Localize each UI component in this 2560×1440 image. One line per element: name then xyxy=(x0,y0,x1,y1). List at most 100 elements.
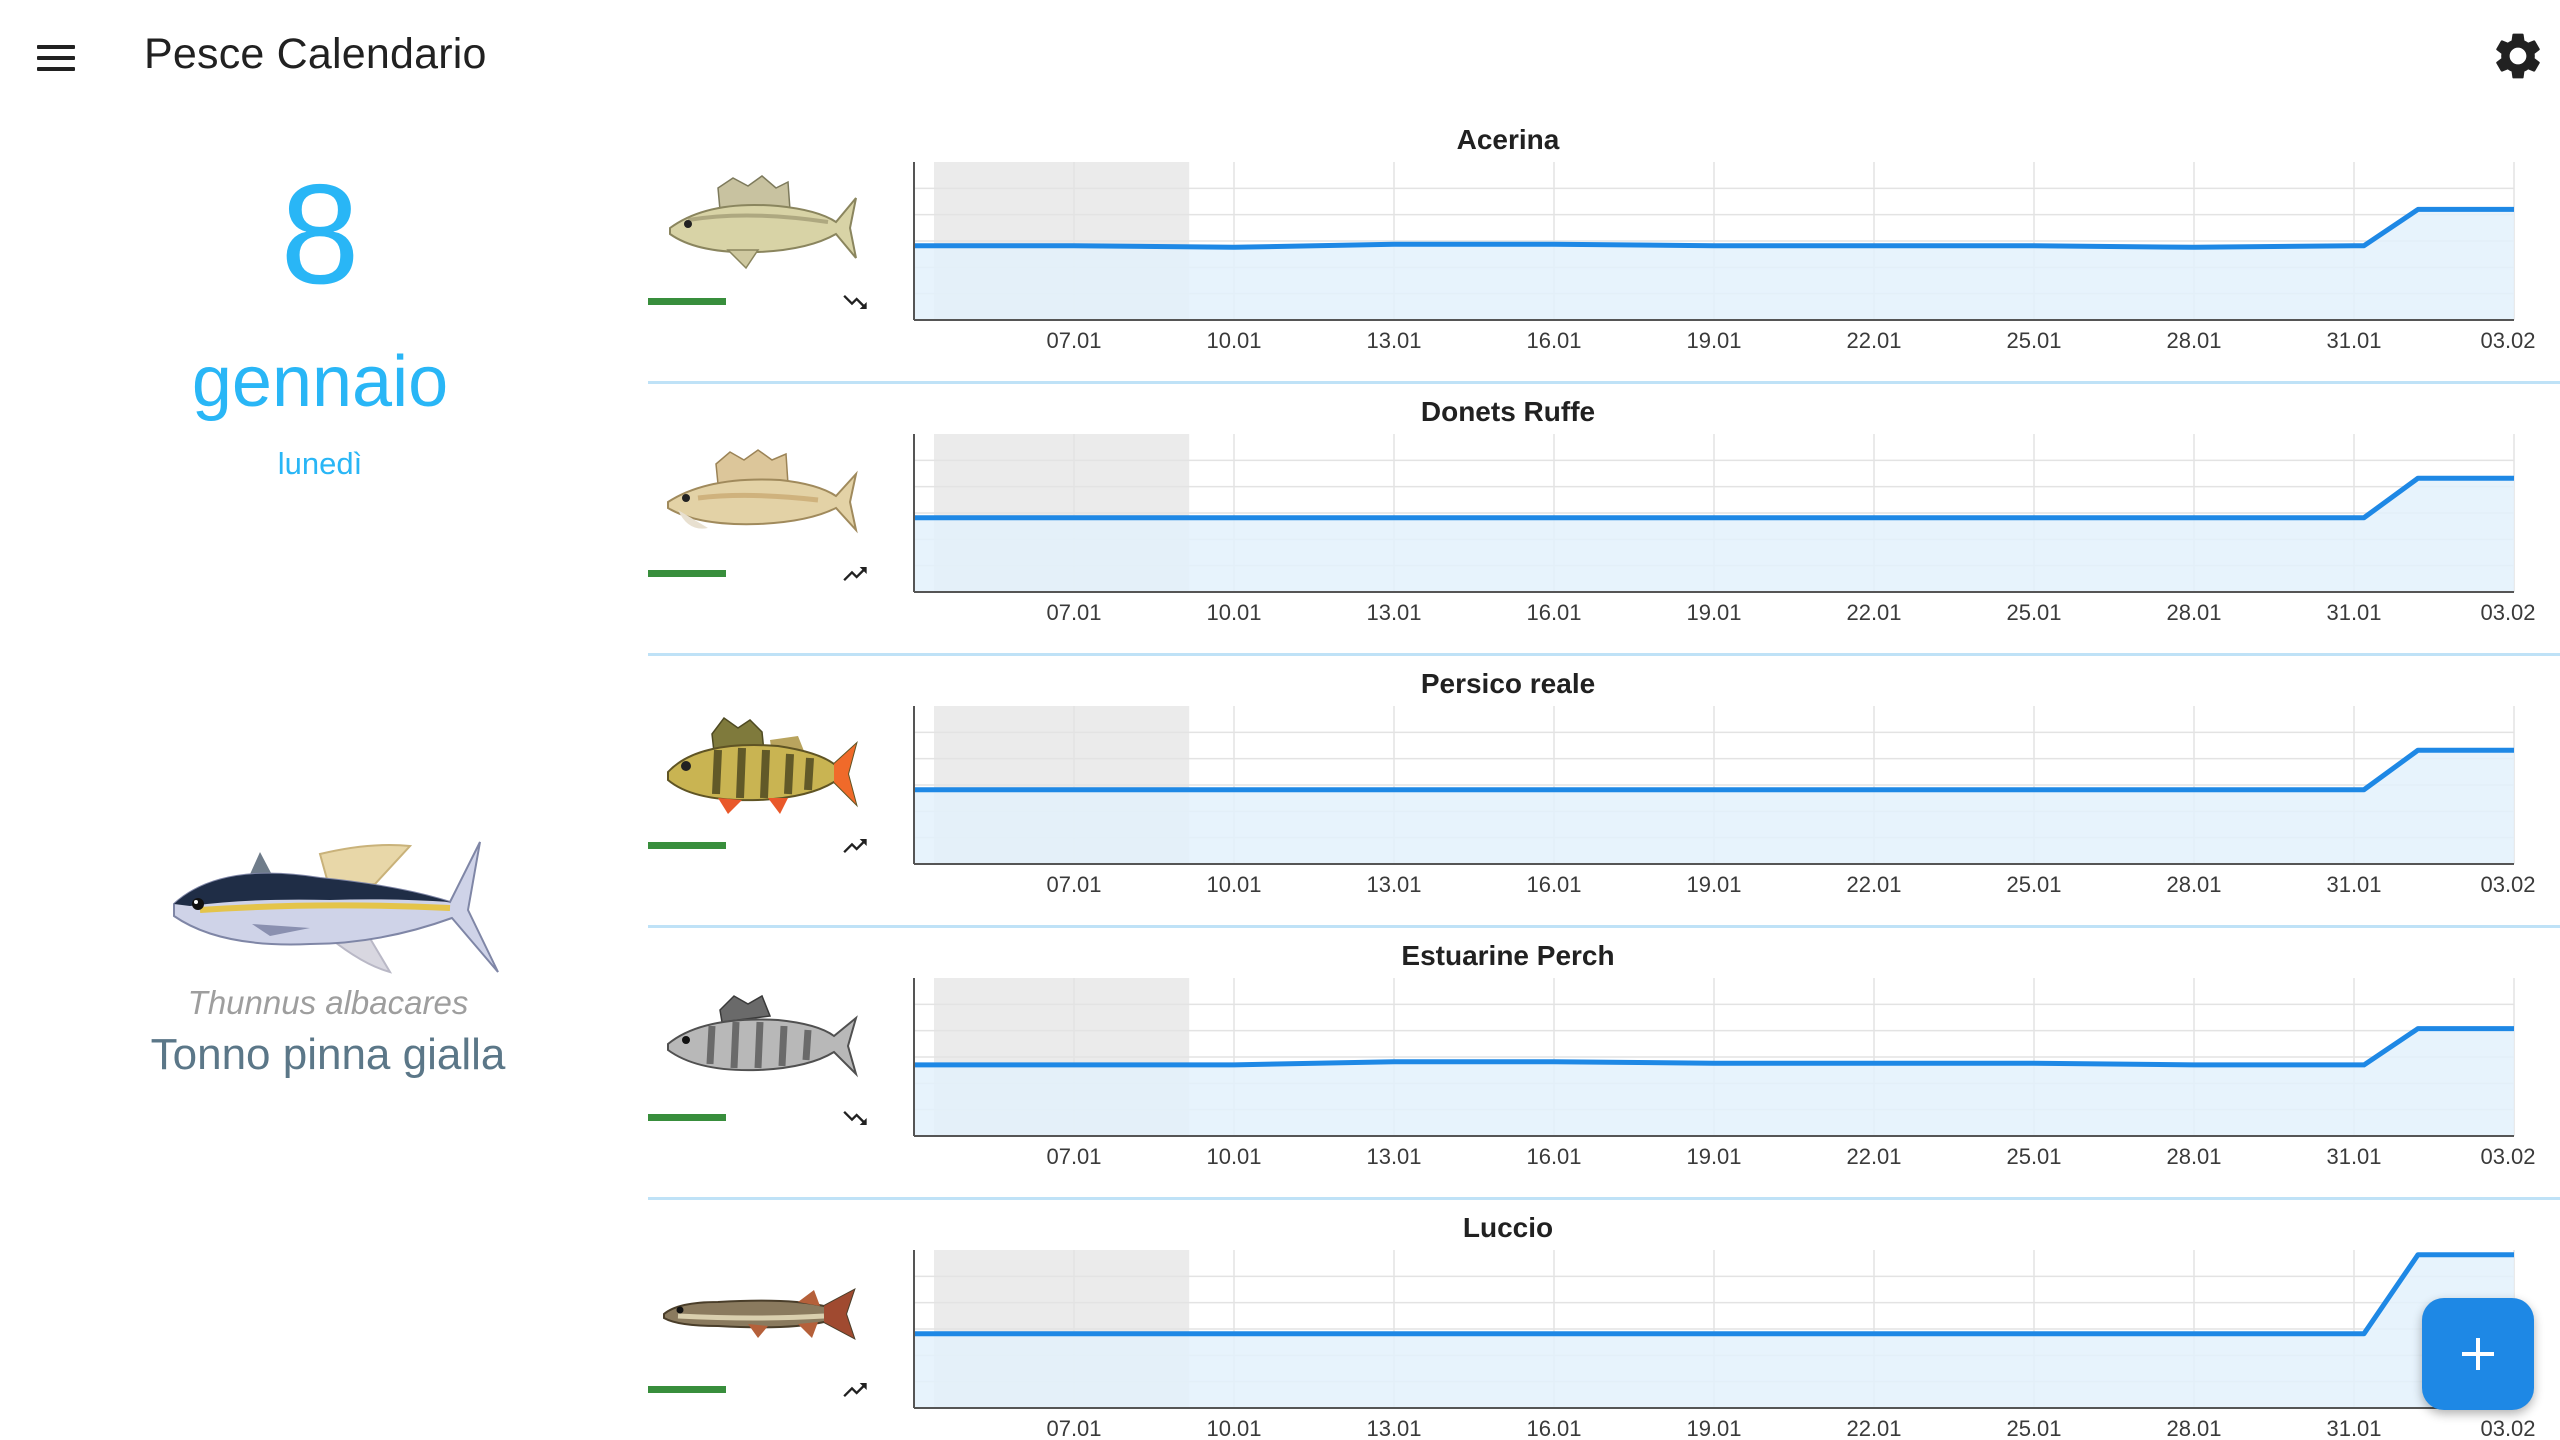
day-number: 8 xyxy=(280,155,360,314)
x-tick-label: 07.01 xyxy=(1046,1144,1101,1169)
forecast-chart: 07.01 10.01 13.01 16.01 19.01 22.01 25.01 28.01… xyxy=(913,434,2536,625)
trending-down-icon xyxy=(843,295,867,309)
trending-up-icon xyxy=(843,1383,867,1397)
weekday-name: lunedì xyxy=(277,446,363,481)
trending-up-icon xyxy=(843,839,867,853)
featured-common-name: Tonno pinna gialla xyxy=(150,1030,506,1079)
x-tick-label: 07.01 xyxy=(1046,600,1101,625)
series-line xyxy=(914,206,2514,250)
fish-row-luccio[interactable]: 07.01 10.01 13.01 16.01 19.01 22.01 25.01 28.01… xyxy=(648,1200,2560,1440)
series-line xyxy=(914,747,2514,793)
x-tick-label: 28.01 xyxy=(2166,1416,2221,1440)
x-tick-label: 07.01 xyxy=(1046,328,1101,353)
series-line xyxy=(914,1026,2514,1068)
x-tick-label: 03.02 xyxy=(2480,328,2535,353)
featured-latin-name: Thunnus albacares xyxy=(187,984,469,1021)
trending-down-icon xyxy=(843,1111,867,1125)
x-tick-label: 10.01 xyxy=(1206,1416,1261,1440)
hamburger-menu-icon[interactable] xyxy=(28,30,84,86)
x-tick-label: 10.01 xyxy=(1206,328,1261,353)
x-tick-label: 16.01 xyxy=(1526,1144,1581,1169)
fish-row-persico-reale[interactable]: 07.01 10.01 13.01 16.01 19.01 22.01 25.01 28.01… xyxy=(648,656,2560,928)
series-area xyxy=(914,209,2514,320)
series-area xyxy=(914,478,2514,592)
x-tick-label: 16.01 xyxy=(1526,1416,1581,1440)
fish-row-donets-ruffe[interactable]: 07.01 10.01 13.01 16.01 19.01 22.01 25.01 28.01… xyxy=(648,384,2560,656)
estuarine-perch-fish-illustration xyxy=(667,994,858,1078)
x-tick-label: 16.01 xyxy=(1526,872,1581,897)
activity-bar xyxy=(648,298,726,305)
x-tick-label: 25.01 xyxy=(2006,872,2061,897)
x-tick-label: 19.01 xyxy=(1686,872,1741,897)
forecast-chart: 07.01 10.01 13.01 16.01 19.01 22.01 25.01 28.01… xyxy=(913,162,2536,353)
x-tick-label: 10.01 xyxy=(1206,600,1261,625)
series-area xyxy=(914,1254,2514,1408)
x-tick-label: 22.01 xyxy=(1846,328,1901,353)
activity-bar xyxy=(648,842,726,849)
fish-list[interactable]: 07.01 10.01 13.01 16.01 19.01 22.01 25.01 28.01… xyxy=(648,112,2560,1440)
x-tick-label: 19.01 xyxy=(1686,1144,1741,1169)
series-area xyxy=(914,750,2514,864)
activity-bar xyxy=(648,1386,726,1393)
activity-bar xyxy=(648,1114,726,1121)
forecast-chart: 07.01 10.01 13.01 16.01 19.01 22.01 25.01 28.01… xyxy=(913,706,2536,897)
x-tick-label: 22.01 xyxy=(1846,1416,1901,1440)
x-tick-label: 28.01 xyxy=(2166,1144,2221,1169)
today-panel: 8 gennaio lunedì Thunnus albacares Tonno… xyxy=(0,112,640,1440)
x-tick-label: 03.02 xyxy=(2480,1416,2535,1440)
series-line xyxy=(914,475,2514,521)
donets-ruffe-fish-illustration xyxy=(667,449,858,534)
x-tick-label: 28.01 xyxy=(2166,328,2221,353)
acerina-fish-illustration xyxy=(669,175,857,270)
x-tick-label: 31.01 xyxy=(2326,600,2381,625)
plus-icon xyxy=(2462,1338,2494,1370)
pike-fish-illustration xyxy=(663,1287,856,1341)
activity-bar xyxy=(648,570,726,577)
x-tick-label: 31.01 xyxy=(2326,1144,2381,1169)
fish-name: Persico reale xyxy=(1420,668,1596,699)
fish-row-acerina[interactable]: 07.01 10.01 13.01 16.01 19.01 22.01 25.01 28.01… xyxy=(648,112,2560,384)
x-tick-label: 03.02 xyxy=(2480,1144,2535,1169)
x-tick-label: 22.01 xyxy=(1846,872,1901,897)
trending-up-icon xyxy=(843,567,867,581)
x-tick-label: 16.01 xyxy=(1526,328,1581,353)
series-line xyxy=(914,1252,2514,1337)
x-tick-label: 22.01 xyxy=(1846,600,1901,625)
x-tick-label: 19.01 xyxy=(1686,600,1741,625)
forecast-chart: 07.01 10.01 13.01 16.01 19.01 22.01 25.01 28.01… xyxy=(913,1250,2536,1440)
app-bar: Pesce Calendario xyxy=(0,0,2560,112)
fish-name: Luccio xyxy=(1462,1212,1554,1243)
app-title: Pesce Calendario xyxy=(144,30,487,78)
x-tick-label: 16.01 xyxy=(1526,600,1581,625)
x-tick-label: 31.01 xyxy=(2326,872,2381,897)
fish-row-estuarine-perch[interactable]: 07.01 10.01 13.01 16.01 19.01 22.01 25.01 28.01… xyxy=(648,928,2560,1200)
fish-name: Acerina xyxy=(1456,124,1560,155)
fish-name: Estuarine Perch xyxy=(1401,940,1615,971)
x-tick-label: 13.01 xyxy=(1366,1416,1421,1440)
x-tick-label: 03.02 xyxy=(2480,872,2535,897)
x-tick-label: 19.01 xyxy=(1686,328,1741,353)
x-tick-label: 10.01 xyxy=(1206,1144,1261,1169)
x-tick-label: 13.01 xyxy=(1366,328,1421,353)
forecast-chart: 07.01 10.01 13.01 16.01 19.01 22.01 25.01 28.01… xyxy=(913,978,2536,1169)
yellowfin-tuna-illustration[interactable] xyxy=(160,832,500,982)
x-tick-label: 25.01 xyxy=(2006,600,2061,625)
x-tick-label: 07.01 xyxy=(1046,872,1101,897)
month-name: gennaio xyxy=(191,342,449,422)
x-tick-label: 19.01 xyxy=(1686,1416,1741,1440)
x-tick-label: 13.01 xyxy=(1366,872,1421,897)
x-tick-label: 25.01 xyxy=(2006,1144,2061,1169)
add-button[interactable] xyxy=(2422,1298,2534,1410)
x-tick-label: 10.01 xyxy=(1206,872,1261,897)
x-tick-label: 13.01 xyxy=(1366,1144,1421,1169)
x-tick-label: 13.01 xyxy=(1366,600,1421,625)
x-tick-label: 31.01 xyxy=(2326,328,2381,353)
series-area xyxy=(914,1028,2514,1136)
x-tick-label: 03.02 xyxy=(2480,600,2535,625)
x-tick-label: 07.01 xyxy=(1046,1416,1101,1440)
gear-icon[interactable] xyxy=(2490,28,2546,84)
x-tick-label: 25.01 xyxy=(2006,1416,2061,1440)
x-tick-label: 22.01 xyxy=(1846,1144,1901,1169)
x-tick-label: 25.01 xyxy=(2006,328,2061,353)
european-perch-fish-illustration xyxy=(667,716,858,814)
